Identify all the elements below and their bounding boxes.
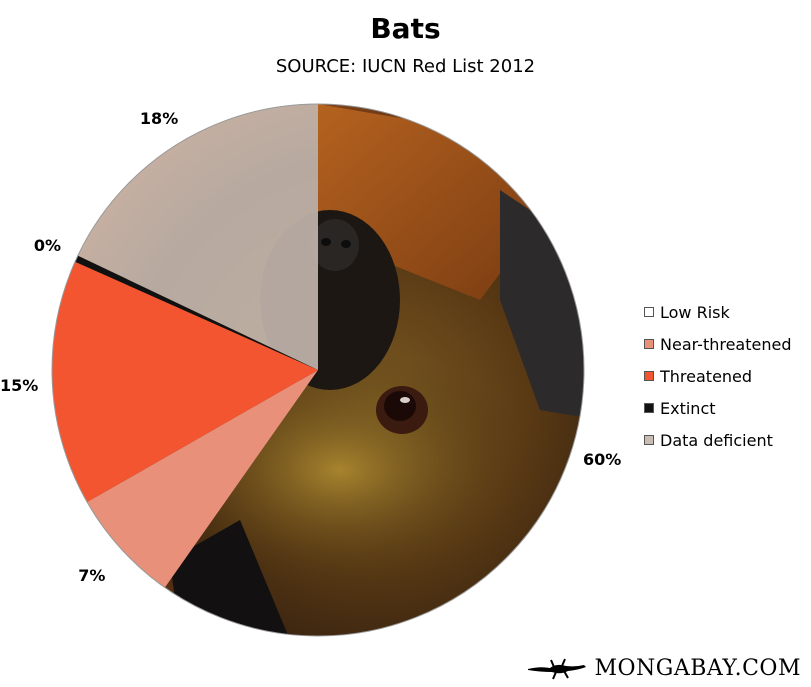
slice-label: 18% [139,108,179,128]
legend-item: Extinct [644,392,792,424]
legend-label: Extinct [660,398,716,418]
pie-slice-extinct [75,255,318,370]
slice-label: 0% [33,235,62,255]
gecko-icon [528,658,587,679]
brand-text: MONGABAY.COM [594,656,801,681]
legend-label: Near-threatened [660,334,792,354]
legend-item: Threatened [644,360,792,392]
legend: Low Risk Near-threatened Threatened Extinct… [644,296,792,456]
slice-label: 7% [78,566,106,586]
legend-label: Threatened [660,366,753,386]
pie-slice-near-threatened [87,370,319,588]
legend-label: Data deficient [660,430,773,450]
legend-swatch [644,307,654,317]
legend-item: Low Risk [644,296,792,328]
pie-slice-threatened [51,261,318,503]
legend-item: Near-threatened [644,328,792,360]
legend-swatch [644,403,654,413]
legend-swatch [644,371,654,381]
brand-logo: MONGABAY.COM [526,656,801,681]
chart-title: Bats [370,12,441,45]
legend-swatch [644,339,654,349]
legend-swatch [644,435,654,445]
legend-label: Low Risk [660,302,730,322]
pie-outline [51,103,585,637]
slice-label: 15% [0,376,39,396]
pie-slice-data-deficient [77,104,318,370]
slice-label: 60% [583,450,622,470]
legend-item: Data deficient [644,424,792,456]
chart-subtitle: SOURCE: IUCN Red List 2012 [275,56,536,77]
